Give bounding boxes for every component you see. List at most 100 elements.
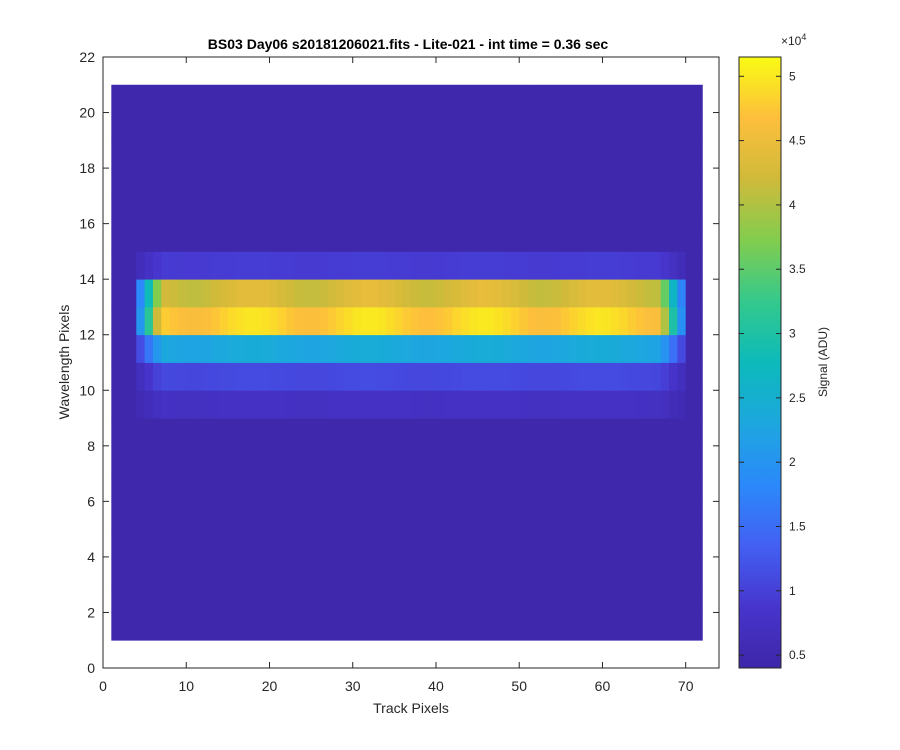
- heatmap-cell: [477, 584, 487, 613]
- heatmap-cell: [269, 390, 279, 419]
- heatmap-cell: [560, 362, 570, 391]
- heatmap-cell: [427, 556, 437, 586]
- heatmap-cell: [460, 501, 470, 530]
- heatmap-cell: [336, 390, 345, 419]
- heatmap-cell: [369, 584, 379, 613]
- heatmap-cell: [394, 223, 404, 252]
- heatmap-cell: [361, 390, 370, 419]
- heatmap-cell: [319, 362, 329, 391]
- heatmap-cell: [560, 84, 570, 113]
- heatmap-cell: [419, 390, 429, 419]
- heatmap-cell: [169, 251, 179, 280]
- heatmap-cell: [669, 473, 678, 502]
- heatmap-cell: [377, 556, 387, 586]
- heatmap-cell: [211, 279, 220, 308]
- heatmap-cell: [419, 529, 429, 558]
- heatmap-cell: [119, 251, 129, 280]
- heatmap-cell: [594, 556, 603, 586]
- heatmap-cell: [152, 279, 162, 308]
- heatmap-cell: [302, 473, 312, 502]
- heatmap-cell: [444, 251, 454, 280]
- heatmap-cell: [119, 140, 129, 169]
- heatmap-cell: [452, 334, 462, 363]
- heatmap-cell: [519, 112, 528, 141]
- heatmap-cell: [485, 334, 495, 363]
- heatmap-cell: [552, 612, 562, 641]
- heatmap-cell: [286, 556, 295, 586]
- heatmap-cell: [177, 140, 187, 169]
- heatmap-cell: [485, 251, 495, 280]
- heatmap-cell: [644, 112, 653, 141]
- heatmap-cell: [277, 112, 287, 141]
- heatmap-cell: [477, 445, 487, 474]
- heatmap-cell: [635, 279, 645, 308]
- heatmap-cell: [510, 362, 520, 391]
- heatmap-cell: [111, 584, 121, 613]
- heatmap-cell: [494, 418, 503, 447]
- heatmap-cell: [269, 473, 279, 502]
- heatmap-cell: [585, 140, 595, 169]
- heatmap-cell: [619, 223, 628, 252]
- heatmap-cell: [411, 168, 420, 197]
- heatmap-cell: [286, 251, 295, 280]
- heatmap-cell: [244, 529, 254, 558]
- heatmap-cell: [402, 306, 412, 336]
- heatmap-cell: [485, 279, 495, 308]
- heatmap-cell: [286, 223, 295, 252]
- heatmap-cell: [136, 501, 146, 530]
- heatmap-cell: [136, 612, 146, 641]
- heatmap-cell: [594, 251, 603, 280]
- heatmap-cell: [161, 445, 170, 474]
- heatmap-cell: [419, 279, 429, 308]
- heatmap-cell: [619, 501, 628, 530]
- heatmap-cell: [477, 362, 487, 391]
- heatmap-cell: [261, 223, 270, 252]
- heatmap-cell: [602, 501, 612, 530]
- heatmap-cell: [569, 334, 578, 363]
- colorbar-exponent-power: 4: [801, 32, 806, 42]
- heatmap-cell: [177, 251, 187, 280]
- heatmap-cell: [527, 362, 537, 391]
- heatmap-cell: [236, 168, 245, 197]
- heatmap-cell: [344, 251, 354, 280]
- heatmap-cell: [136, 584, 146, 613]
- heatmap-cell: [544, 612, 553, 641]
- heatmap-cell: [411, 418, 420, 447]
- heatmap-cell: [569, 195, 578, 225]
- heatmap-cell: [535, 501, 545, 530]
- heatmap-cell: [510, 501, 520, 530]
- heatmap-cell: [194, 584, 204, 613]
- heatmap-cell: [585, 334, 595, 363]
- heatmap-cell: [202, 306, 212, 336]
- heatmap-cell: [694, 334, 703, 363]
- heatmap-cell: [552, 195, 562, 225]
- heatmap-cell: [477, 251, 487, 280]
- heatmap-cell: [161, 529, 170, 558]
- heatmap-cell: [227, 84, 237, 113]
- heatmap-cell: [460, 112, 470, 141]
- heatmap-cell: [269, 112, 279, 141]
- heatmap-cell: [227, 334, 237, 363]
- colorbar-gradient: [738, 56, 782, 669]
- heatmap-cell: [577, 529, 587, 558]
- heatmap-cell: [560, 306, 570, 336]
- heatmap-cell: [327, 473, 337, 502]
- heatmap-cell: [669, 279, 678, 308]
- heatmap-cell: [286, 362, 295, 391]
- heatmap-cell: [119, 195, 129, 225]
- heatmap-cell: [152, 306, 162, 336]
- heatmap-cell: [619, 418, 628, 447]
- heatmap-cell: [694, 168, 703, 197]
- heatmap-cell: [594, 112, 603, 141]
- heatmap-cell: [469, 390, 478, 419]
- heatmap-cell: [127, 612, 137, 641]
- y-tick-label: 22: [79, 49, 95, 65]
- heatmap-cell: [369, 501, 379, 530]
- heatmap-cell: [694, 445, 703, 474]
- heatmap-cell: [361, 84, 370, 113]
- heatmap-cell: [527, 84, 537, 113]
- heatmap-cell: [610, 529, 620, 558]
- heatmap-cell: [427, 84, 437, 113]
- heatmap-cell: [502, 556, 512, 586]
- heatmap-cell: [219, 279, 229, 308]
